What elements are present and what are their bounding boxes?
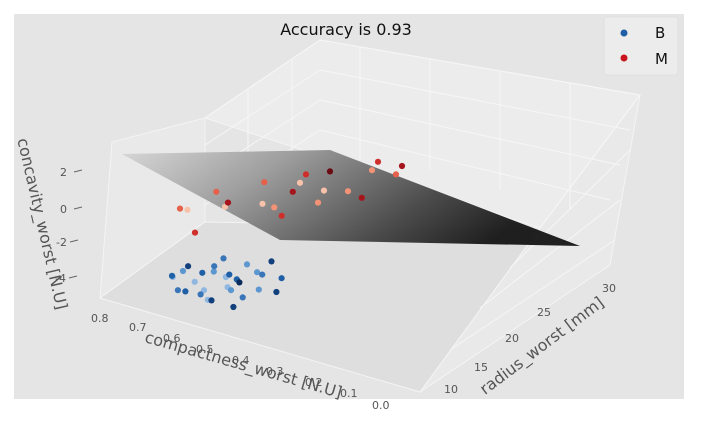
point-b (239, 294, 246, 301)
point-b (227, 287, 235, 294)
grid-line (204, 39, 321, 119)
grid-line (319, 129, 611, 201)
point-m (191, 229, 199, 236)
point-b (278, 275, 285, 282)
z-tick-label: -2 (56, 236, 67, 249)
point-m (259, 200, 266, 207)
point-m (296, 179, 304, 186)
point-m (176, 205, 184, 212)
point-b (182, 288, 189, 295)
y-tick-label: 0.7 (129, 321, 147, 334)
grid-line (539, 94, 641, 229)
grid-line (204, 69, 321, 146)
z-tick-mark (73, 169, 83, 173)
point-b (210, 268, 217, 275)
z-tick-label: 2 (60, 166, 67, 179)
x-axis-ticks: 10 15 20 25 30 (444, 282, 616, 396)
point-b (230, 303, 237, 311)
point-m (184, 206, 191, 213)
point-b (236, 279, 243, 286)
x-tick-label: 15 (474, 361, 488, 374)
point-b (185, 263, 192, 270)
scatter-points (168, 158, 406, 311)
point-m (392, 171, 400, 178)
legend-marker-b (620, 29, 628, 37)
x-tick-label: 20 (505, 332, 519, 345)
point-b (211, 263, 218, 270)
point-b (268, 258, 275, 265)
point-m (224, 199, 232, 206)
point-m (320, 187, 328, 194)
point-m (314, 199, 322, 206)
y-tick-label: 0.6 (163, 332, 181, 345)
point-b (174, 287, 181, 294)
point-b (273, 288, 280, 296)
legend: B M (603, 16, 679, 76)
z-tick-mark (69, 239, 79, 243)
point-b (259, 271, 266, 278)
legend-marker-m (620, 54, 628, 62)
point-b (168, 272, 176, 279)
point-b (208, 297, 215, 304)
point-b (191, 278, 198, 285)
grid-line (449, 239, 616, 351)
point-b (179, 267, 187, 275)
grid-line (319, 69, 631, 131)
y-tick-label: 0.2 (305, 376, 323, 389)
point-b (255, 286, 262, 293)
x-tick-label: 25 (537, 306, 551, 319)
z-tick-mark (68, 275, 78, 279)
y-tick-label: 0.1 (340, 387, 358, 400)
point-m (271, 204, 278, 211)
y-tick-label: 0.4 (232, 354, 250, 367)
y-tick-label: 0.3 (266, 365, 284, 378)
point-b (200, 287, 208, 294)
point-b (254, 269, 261, 276)
chart-title: Accuracy is 0.93 (280, 20, 412, 39)
point-m (368, 167, 376, 174)
z-axis-ticks: 2 0 -2 -4 (55, 166, 83, 285)
point-b (197, 291, 204, 298)
point-m (344, 188, 352, 195)
point-m (213, 188, 220, 195)
point-m (289, 188, 296, 195)
z-tick-label: -4 (55, 272, 66, 285)
point-b (243, 261, 251, 268)
y-axis-ticks: 0.0 0.1 0.2 0.3 0.4 0.5 0.6 0.7 0.8 (91, 312, 390, 412)
z-tick-label: 0 (60, 203, 67, 216)
z-tick-mark (73, 206, 83, 210)
grid-lines (204, 39, 641, 351)
point-b (220, 255, 227, 262)
decision-surface (122, 150, 580, 246)
y-tick-label: 0.0 (372, 399, 390, 412)
x-tick-label: 10 (444, 383, 458, 396)
grid-line (509, 149, 631, 269)
point-m (374, 158, 382, 165)
point-m (302, 171, 310, 178)
legend-label-m: M (655, 50, 668, 68)
legend-label-b: B (655, 24, 665, 42)
point-b (226, 271, 233, 278)
y-tick-label: 0.8 (91, 312, 109, 325)
grid-line (479, 199, 621, 309)
point-m (358, 194, 365, 201)
point-m (278, 212, 285, 219)
y-tick-label: 0.5 (196, 343, 214, 356)
point-m (326, 168, 334, 175)
grid-line (319, 39, 641, 96)
x-tick-label: 30 (602, 282, 616, 295)
point-m (398, 162, 406, 170)
point-b (199, 269, 206, 276)
point-m (261, 179, 268, 186)
